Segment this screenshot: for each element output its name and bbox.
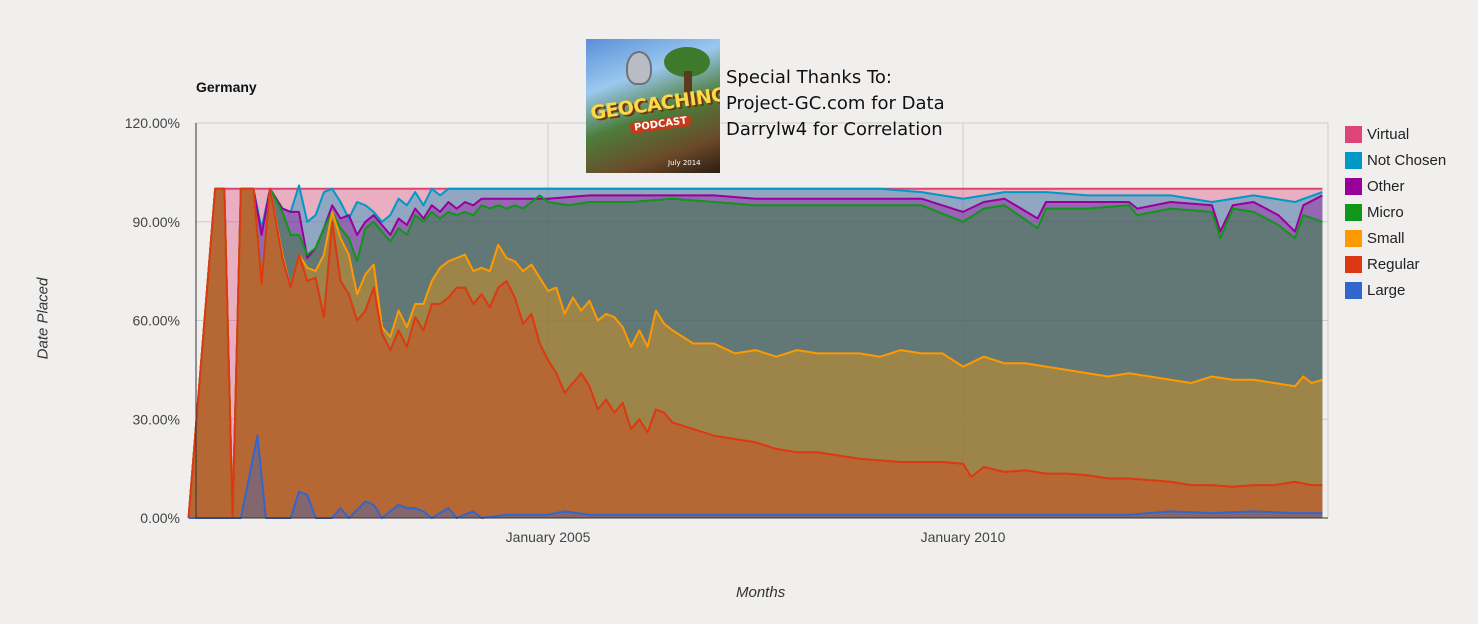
geocaching-podcast-logo: GEOCACHING PODCAST July 2014 (586, 39, 720, 173)
legend-swatch (1345, 125, 1362, 143)
legend-item: Small (1345, 225, 1446, 251)
chart-title: Germany (196, 79, 257, 95)
area-large (188, 435, 1323, 518)
legend-item: Regular (1345, 251, 1446, 277)
thanks-line: Darrylw4 for Correlation (726, 119, 943, 140)
y-tick-label: 60.00% (133, 313, 180, 329)
microphone-icon (626, 51, 652, 85)
line-regular (187, 187, 1323, 519)
chart-legend: Virtual Not Chosen Other Micro Small Regular L… (1345, 121, 1446, 303)
legend-swatch (1345, 203, 1362, 221)
y-axis-title: Date Placed (34, 277, 52, 360)
area-regular (188, 188, 1323, 519)
y-tick-label: 90.00% (133, 214, 180, 230)
legend-item: Other (1345, 173, 1446, 199)
thanks-line: Special Thanks To: (726, 67, 892, 88)
legend-swatch (1345, 229, 1362, 247)
x-axis-title: Months (736, 584, 786, 601)
legend-swatch (1345, 151, 1362, 169)
legend-swatch (1345, 177, 1362, 195)
area-micro (188, 188, 1323, 519)
line-micro (187, 187, 1323, 519)
legend-label: Large (1367, 281, 1406, 299)
legend-label: Micro (1367, 203, 1404, 221)
line-large (188, 434, 1323, 519)
legend-item: Not Chosen (1345, 147, 1446, 173)
thanks-text: Special Thanks To: Project-GC.com for Da… (726, 65, 945, 143)
area-small (188, 188, 1323, 519)
legend-swatch (1345, 255, 1362, 273)
legend-label: Not Chosen (1367, 151, 1447, 169)
x-tick-label: January 2005 (506, 529, 591, 545)
legend-item: Large (1345, 277, 1446, 303)
legend-label: Regular (1367, 255, 1420, 273)
legend-item: Virtual (1345, 121, 1446, 147)
legend-label: Other (1367, 177, 1405, 195)
x-tick-label: January 2010 (921, 529, 1006, 545)
y-tick-label: 0.00% (140, 510, 180, 526)
area-other (188, 188, 1323, 519)
line-small (187, 187, 1323, 519)
thanks-line: Project-GC.com for Data (726, 93, 945, 114)
y-tick-label: 120.00% (125, 115, 180, 131)
line-other (187, 187, 1323, 519)
logo-date: July 2014 (668, 159, 701, 167)
area-virtual (188, 188, 1323, 519)
legend-label: Virtual (1367, 125, 1410, 143)
logo-wordmark: GEOCACHING (589, 83, 720, 125)
legend-swatch (1345, 281, 1362, 299)
legend-item: Micro (1345, 199, 1446, 225)
tree-trunk-graphic (684, 71, 692, 101)
legend-label: Small (1367, 229, 1405, 247)
y-tick-label: 30.00% (133, 411, 180, 427)
